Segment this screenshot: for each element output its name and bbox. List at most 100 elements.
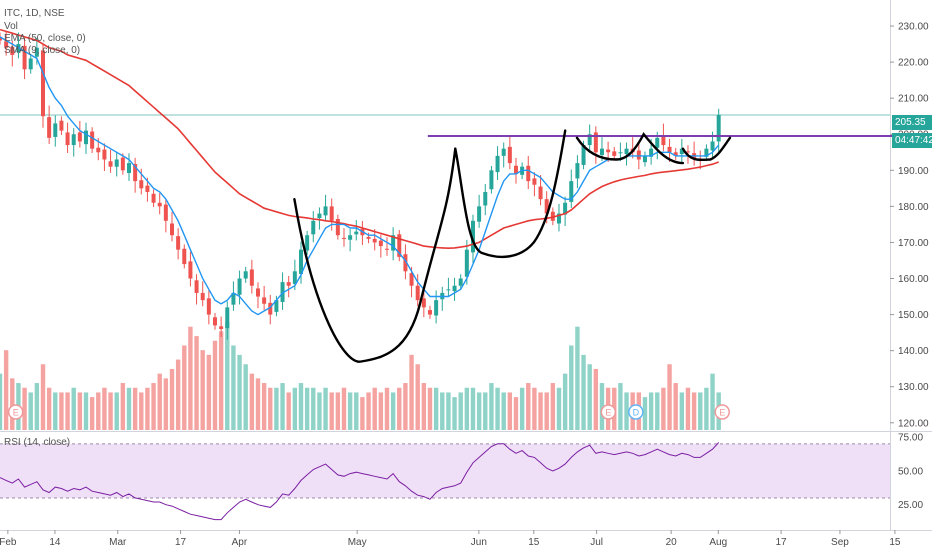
volume-bar xyxy=(685,387,691,430)
volume-bar xyxy=(65,392,70,430)
price-tick-label: 210.00 xyxy=(898,94,929,105)
rsi-band xyxy=(0,443,890,498)
candle xyxy=(114,151,119,177)
volume-bar xyxy=(194,336,199,430)
candle-body xyxy=(77,132,82,142)
last-price-tag: 205.35 xyxy=(892,115,932,130)
cup-drawing xyxy=(293,147,457,363)
candle xyxy=(286,275,291,298)
volume-bar xyxy=(108,392,113,430)
candle-body xyxy=(667,146,672,153)
earnings-marker: E xyxy=(714,404,730,420)
volume-bar xyxy=(421,383,427,430)
candle-body xyxy=(133,163,138,182)
candle xyxy=(452,277,457,301)
time-tick-label: 14 xyxy=(49,537,61,548)
volume-bar xyxy=(243,364,248,430)
volume-bar xyxy=(139,392,144,430)
candle xyxy=(477,194,482,228)
candle-body xyxy=(40,50,45,117)
candle-body xyxy=(673,152,678,156)
volume-bar xyxy=(366,392,371,430)
candle-body xyxy=(237,278,242,295)
candle-body xyxy=(384,248,389,250)
volume-bar xyxy=(46,387,52,430)
candle xyxy=(384,237,389,256)
price-tick-label: 230.00 xyxy=(898,22,929,33)
earnings-marker: E xyxy=(7,404,24,420)
candle-body xyxy=(636,150,641,160)
candle xyxy=(354,220,359,241)
candle xyxy=(341,228,346,247)
candle-body xyxy=(188,261,193,279)
candle xyxy=(40,44,45,128)
candle xyxy=(311,211,316,243)
candle xyxy=(575,155,580,189)
candle-body xyxy=(446,289,451,291)
volume-bar xyxy=(384,387,390,430)
volume-bar xyxy=(704,387,709,430)
marker-letter: E xyxy=(605,408,611,418)
countdown-tag: 04:47:42 xyxy=(892,133,932,148)
candle xyxy=(513,157,518,184)
candle xyxy=(673,147,678,161)
candle-body xyxy=(268,302,273,315)
candle-body xyxy=(354,231,359,235)
volume-bar xyxy=(231,345,236,430)
candle-body xyxy=(83,130,88,145)
candle xyxy=(212,312,217,330)
candle xyxy=(298,241,303,284)
candle-body xyxy=(102,149,107,160)
candle xyxy=(83,122,88,154)
handle-3-drawing xyxy=(681,136,732,162)
time-tick-label: 17 xyxy=(175,537,187,548)
ema-legend: EMA (50, close, 0) xyxy=(4,33,86,44)
candle xyxy=(102,143,107,172)
price-tick-label: 220.00 xyxy=(898,58,929,69)
candle-body xyxy=(378,240,383,247)
volume-bar xyxy=(114,392,119,430)
candle-body xyxy=(243,271,248,279)
candle-body xyxy=(716,114,721,142)
rsi-legend: RSI (14, close) xyxy=(4,437,71,448)
marker-letter: D xyxy=(633,408,640,418)
volume-bar xyxy=(409,354,414,430)
candle xyxy=(415,274,420,307)
volume-bar xyxy=(169,368,175,430)
candle xyxy=(28,54,33,74)
price-tick-label: 170.00 xyxy=(898,238,929,249)
volume-legend: Vol xyxy=(4,21,18,32)
candle xyxy=(642,151,647,167)
candle-body xyxy=(212,317,217,326)
volume-bar xyxy=(446,392,451,430)
time-tick-label: Sep xyxy=(831,537,849,548)
candle xyxy=(255,282,260,309)
volume-bar xyxy=(34,383,40,430)
candle xyxy=(692,141,697,166)
volume-bar xyxy=(126,387,132,430)
candle xyxy=(77,120,82,148)
time-tick-label: Jun xyxy=(471,537,487,548)
volume-bar xyxy=(40,364,46,430)
candle xyxy=(151,189,156,208)
candle xyxy=(243,266,248,283)
volume-bar xyxy=(390,392,396,430)
volume-bar xyxy=(151,383,156,430)
candle-body xyxy=(317,213,322,219)
candle-body xyxy=(90,131,95,149)
candle-body xyxy=(464,249,469,277)
candle-body xyxy=(532,178,537,185)
volume-bar xyxy=(624,392,629,430)
candle xyxy=(612,147,617,161)
candle-body xyxy=(458,278,463,286)
candle-body xyxy=(335,219,340,236)
time-tick-label: May xyxy=(348,537,367,548)
candle xyxy=(427,305,432,319)
candle-body xyxy=(96,147,101,153)
marker-circle xyxy=(714,404,730,420)
volume-bar xyxy=(403,383,408,430)
volume-bar xyxy=(397,387,402,430)
candle-body xyxy=(477,206,482,222)
candle-body xyxy=(262,297,267,304)
